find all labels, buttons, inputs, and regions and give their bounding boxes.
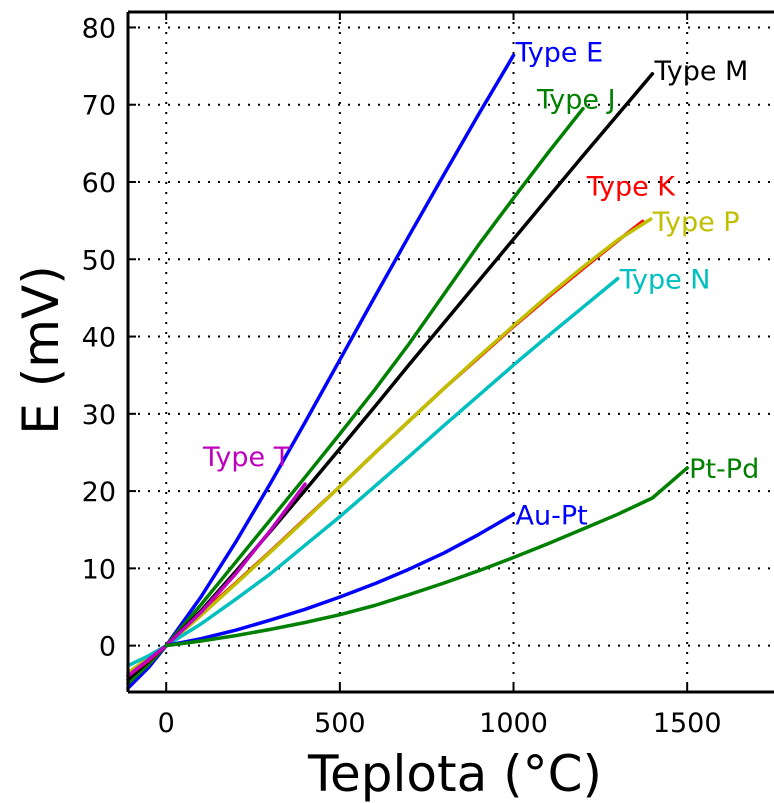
series-label-type-t: Type T — [202, 442, 291, 473]
y-tick-label-5: 50 — [82, 245, 116, 276]
y-tick-label-4: 40 — [82, 323, 116, 354]
series-line-type-t — [126, 482, 307, 678]
series-label-pt-pd: Pt-Pd — [689, 454, 759, 485]
grid-layer — [128, 12, 774, 692]
x-tick-label-1: 500 — [314, 708, 366, 739]
series-label-au-pt: Au-Pt — [516, 500, 588, 531]
series-label-type-n: Type N — [619, 265, 711, 296]
series-label-type-m: Type M — [653, 56, 748, 87]
x-tick-label-2: 1000 — [479, 708, 548, 739]
series-label-type-e: Type E — [515, 37, 604, 68]
series-label-type-j: Type J — [536, 85, 616, 116]
series-line-type-p — [126, 217, 653, 675]
series-label-type-p: Type P — [652, 207, 740, 238]
series-label-type-k: Type K — [586, 171, 677, 202]
series-line-type-j — [126, 106, 585, 686]
series-line-au-pt — [164, 512, 516, 648]
axes-layer: 0 500 1000 1500 0 10 20 30 40 50 60 70 80 — [82, 10, 774, 739]
x-tick-label-3: 1500 — [653, 708, 722, 739]
y-tick-label-3: 30 — [82, 400, 116, 431]
series-line-type-n — [126, 276, 620, 668]
series-line-type-e — [126, 53, 516, 690]
y-tick-label-0: 0 — [99, 632, 116, 663]
x-axis-title: Teplota (°C) — [307, 745, 602, 803]
y-axis-title: E (mV) — [12, 265, 70, 434]
x-tick-label-0: 0 — [158, 708, 175, 739]
y-tick-label-2: 20 — [82, 477, 116, 508]
series-layer — [126, 53, 689, 690]
y-tick-label-7: 70 — [82, 91, 116, 122]
labels-layer: Type E Type J Type M Type K Type P Type N Type… — [202, 37, 759, 531]
series-line-pt-pd — [164, 466, 689, 648]
y-tick-label-1: 10 — [82, 554, 116, 585]
y-tick-label-6: 60 — [82, 168, 116, 199]
y-tick-label-8: 80 — [82, 13, 116, 44]
